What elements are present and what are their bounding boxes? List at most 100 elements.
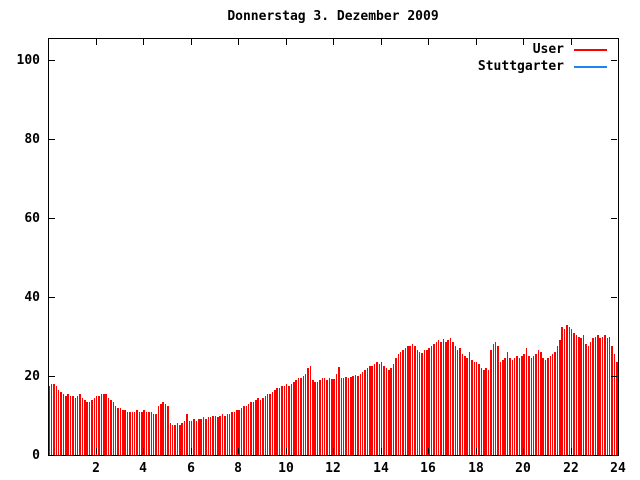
- bar-user: [203, 417, 204, 455]
- bar-user: [421, 353, 423, 455]
- bar-user: [452, 342, 454, 455]
- bar-user: [559, 340, 561, 455]
- bar-user: [75, 398, 76, 455]
- bar-user: [414, 346, 416, 455]
- bar-user: [196, 421, 197, 455]
- bar-user: [227, 414, 228, 455]
- bar-user: [212, 416, 214, 455]
- bar-user: [317, 382, 318, 455]
- bar-user: [101, 394, 102, 455]
- bar-user: [343, 378, 344, 455]
- bar-user: [322, 378, 323, 455]
- bar-user: [578, 337, 580, 455]
- bar-user: [402, 350, 404, 455]
- bar-user: [158, 406, 159, 455]
- bar-user: [260, 400, 261, 455]
- bar-user: [200, 419, 202, 455]
- bar-user: [357, 376, 359, 455]
- bar-user: [348, 378, 349, 455]
- bar-user: [374, 364, 375, 455]
- bar-user: [367, 368, 368, 455]
- x-axis-label: 10: [278, 461, 294, 476]
- bar-user: [557, 346, 558, 455]
- bar-user: [113, 402, 114, 455]
- bar-user: [369, 366, 371, 455]
- bar-user: [409, 346, 411, 455]
- bar-user: [303, 376, 304, 455]
- bar-user: [616, 362, 618, 455]
- bar-user: [500, 362, 501, 455]
- bar-user: [554, 352, 556, 455]
- bar-user: [476, 362, 477, 455]
- y-axis-label: 0: [32, 448, 40, 463]
- bar-user: [153, 414, 154, 455]
- bar-user: [443, 339, 444, 455]
- bar-user: [246, 406, 247, 455]
- bar-user: [139, 412, 140, 455]
- bar-user: [279, 388, 280, 455]
- bar-user: [595, 337, 596, 455]
- bar-user: [550, 356, 551, 455]
- bar-user: [355, 375, 356, 455]
- bar-user: [222, 414, 223, 455]
- bar-user: [98, 396, 100, 455]
- bar-user: [590, 342, 591, 455]
- bar-user: [96, 396, 97, 455]
- legend-entry-user: User: [533, 42, 607, 57]
- bar-user: [362, 372, 363, 455]
- bar-user: [219, 416, 221, 455]
- bar-user: [70, 396, 71, 455]
- bar-user: [469, 352, 470, 455]
- bar-user: [326, 380, 328, 455]
- bar-user: [502, 360, 504, 455]
- bar-user: [526, 348, 527, 455]
- bar-user: [253, 402, 254, 455]
- legend-label-stuttgarter: Stuttgarter: [477, 59, 564, 74]
- bar-user: [267, 394, 268, 455]
- bar-user: [571, 329, 572, 455]
- bar-user: [459, 348, 461, 455]
- bar-user: [424, 350, 425, 455]
- bar-user: [412, 344, 413, 455]
- bar-user: [597, 335, 599, 455]
- bar-user: [205, 419, 207, 455]
- bar-user: [545, 360, 546, 455]
- bar-user: [105, 394, 107, 455]
- bar-user: [519, 358, 520, 455]
- bar-user: [611, 346, 613, 455]
- bar-user: [512, 360, 513, 455]
- bar-user: [383, 366, 385, 455]
- bar-user: [614, 354, 615, 455]
- bar-user: [393, 364, 394, 455]
- bar-user: [573, 333, 575, 455]
- bar-user: [236, 410, 238, 455]
- bar-user: [569, 327, 570, 455]
- bar-user: [284, 386, 285, 455]
- bar-user: [146, 412, 147, 455]
- bar-user: [428, 348, 430, 455]
- bar-user: [592, 338, 594, 455]
- bar-user: [542, 358, 544, 455]
- bar-user: [504, 358, 506, 455]
- bar-user: [607, 338, 608, 455]
- bar-user: [352, 376, 354, 455]
- bar-user: [177, 423, 178, 455]
- bar-user: [56, 386, 57, 455]
- bar-user: [464, 356, 466, 455]
- bar-user: [507, 352, 508, 455]
- bar-user: [493, 344, 494, 455]
- bar-user: [407, 346, 409, 455]
- bar-user: [298, 378, 299, 455]
- bar-user: [224, 416, 226, 455]
- bar-user: [89, 402, 90, 455]
- bar-user: [531, 358, 532, 455]
- bar-user: [265, 396, 266, 455]
- legend-label-user: User: [532, 42, 564, 57]
- bar-user: [481, 368, 482, 455]
- bar-user: [488, 370, 489, 455]
- bar-user: [333, 379, 335, 455]
- bar-user: [431, 346, 432, 455]
- bar-user: [129, 412, 131, 455]
- bar-user: [440, 342, 442, 455]
